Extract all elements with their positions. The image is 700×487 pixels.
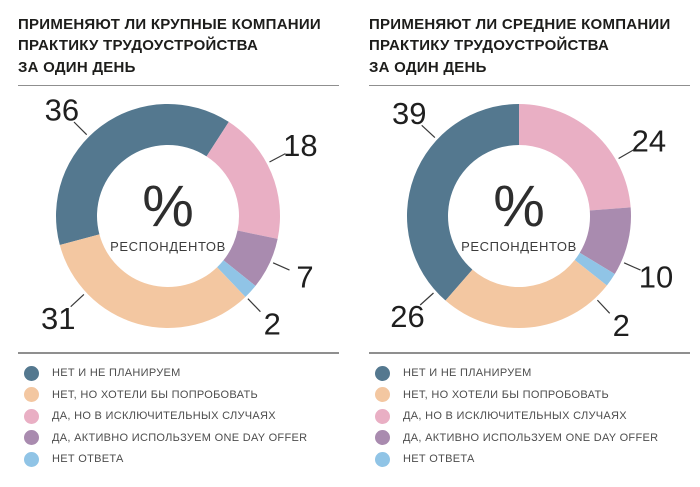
legend-dot-peach [375, 387, 390, 403]
value-label-blue: 2 [264, 307, 281, 342]
donut-chart-large: 36 31 18 7 2 % РЕСПОНДЕНТОВ [18, 86, 339, 352]
legend-item: НЕТ И НЕ ПЛАНИРУЕМ [24, 365, 339, 381]
donut-svg-large: 36 31 18 72 [41, 93, 318, 342]
chart-panel-medium-companies: ПРИМЕНЯЮТ ЛИ СРЕДНИЕ КОМПАНИИ ПРАКТИКУ Т… [369, 12, 690, 487]
legend-item: ДА, НО В ИСКЛЮЧИТЕЛЬНЫХ СЛУЧАЯХ [375, 408, 690, 424]
value-label-pink: 24 [632, 124, 666, 159]
legend-label: НЕТ, НО ХОТЕЛИ БЫ ПОПРОБОВАТЬ [52, 388, 258, 401]
legend-label: ДА, НО В ИСКЛЮЧИТЕЛЬНЫХ СЛУЧАЯХ [403, 410, 627, 423]
legend-label: ДА, АКТИВНО ИСПОЛЬЗУЕМ ONE DAY OFFER [52, 431, 308, 444]
value-label-blue: 2 [613, 309, 630, 344]
legend-label: НЕТ И НЕ ПЛАНИРУЕМ [403, 367, 532, 380]
legend-item: НЕТ ОТВЕТА [24, 451, 339, 467]
chart-title-large: ПРИМЕНЯЮТ ЛИ КРУПНЫЕ КОМПАНИИ ПРАКТИКУ Т… [18, 14, 339, 78]
donut-segment-purple [223, 230, 278, 287]
donut-segment-pink [206, 122, 281, 240]
donut-svg-medium: 39 26 24 10 2 [390, 97, 673, 344]
title-divider [369, 84, 690, 87]
donut-segment-peach [445, 260, 607, 329]
legend-dot-pink [375, 408, 390, 424]
value-label-purple: 7 [296, 260, 313, 295]
label-leader-line [623, 262, 641, 272]
legend-label: ДА, АКТИВНО ИСПОЛЬЗУЕМ ONE DAY OFFER [403, 431, 659, 444]
value-label-slate: 36 [45, 93, 79, 128]
legend-medium: НЕТ И НЕ ПЛАНИРУЕМ НЕТ, НО ХОТЕЛИ БЫ ПОП… [369, 365, 690, 467]
label-leader-line [73, 121, 88, 136]
donut-chart-medium: 39 26 24 10 2 % РЕСПОНДЕНТОВ [369, 86, 690, 352]
title-line: ПРАКТИКУ ТРУДОУСТРОЙСТВА [369, 37, 610, 55]
legend-item: ДА, АКТИВНО ИСПОЛЬЗУЕМ ONE DAY OFFER [375, 430, 690, 446]
legend-item: НЕТ, НО ХОТЕЛИ БЫ ПОПРОБОВАТЬ [375, 387, 690, 403]
value-label-peach: 26 [390, 299, 424, 334]
value-label-slate: 39 [392, 97, 426, 132]
legend-item: ДА, АКТИВНО ИСПОЛЬЗУЕМ ONE DAY OFFER [24, 430, 339, 446]
donut-segment-blue [574, 253, 615, 286]
legend-dot-slate [24, 365, 39, 381]
chart-panel-large-companies: ПРИМЕНЯЮТ ЛИ КРУПНЫЕ КОМПАНИИ ПРАКТИКУ Т… [18, 12, 339, 487]
title-line: ПРАКТИКУ ТРУДОУСТРОЙСТВА [18, 37, 259, 55]
chart-divider [18, 352, 339, 354]
label-leader-line [419, 292, 434, 306]
legend-item: НЕТ, НО ХОТЕЛИ БЫ ПОПРОБОВАТЬ [24, 387, 339, 403]
label-leader-line [272, 262, 290, 272]
title-line: ЗА ОДИН ДЕНЬ [369, 58, 487, 76]
label-leader-line [269, 153, 286, 163]
legend-label: НЕТ, НО ХОТЕЛИ БЫ ПОПРОБОВАТЬ [403, 388, 609, 401]
legend-dot-slate [375, 365, 390, 381]
label-leader-line [596, 300, 611, 315]
donut-segment-blue [217, 260, 256, 298]
legend-label: НЕТ ОТВЕТА [52, 453, 124, 466]
label-leader-line [421, 125, 436, 139]
legend-label: НЕТ И НЕ ПЛАНИРУЕМ [52, 367, 181, 380]
title-line: ЗА ОДИН ДЕНЬ [18, 58, 136, 76]
legend-large: НЕТ И НЕ ПЛАНИРУЕМ НЕТ, НО ХОТЕЛИ БЫ ПОП… [18, 365, 339, 467]
chart-title-medium: ПРИМЕНЯЮТ ЛИ СРЕДНИЕ КОМПАНИИ ПРАКТИКУ Т… [369, 14, 690, 78]
legend-item: ДА, НО В ИСКЛЮЧИТЕЛЬНЫХ СЛУЧАЯХ [24, 408, 339, 424]
donut-segment-pink [519, 104, 631, 211]
legend-dot-blue [375, 451, 390, 467]
title-line: ПРИМЕНЯЮТ ЛИ СРЕДНИЕ КОМПАНИИ [369, 16, 671, 33]
chart-divider [369, 352, 690, 354]
value-label-purple: 10 [639, 260, 673, 295]
donut-segment-slate [56, 104, 229, 246]
legend-dot-pink [24, 408, 39, 424]
legend-label: ДА, НО В ИСКЛЮЧИТЕЛЬНЫХ СЛУЧАЯХ [52, 410, 276, 423]
donut-segment-peach [59, 234, 246, 329]
donut-segment-slate [406, 104, 520, 301]
value-label-peach: 31 [41, 301, 75, 336]
label-leader-line [247, 298, 261, 313]
legend-item: НЕТ И НЕ ПЛАНИРУЕМ [375, 365, 690, 381]
donut-segment-purple [579, 207, 631, 275]
legend-dot-peach [24, 387, 39, 403]
value-label-pink: 18 [283, 128, 317, 163]
label-leader-line [618, 149, 635, 160]
legend-item: НЕТ ОТВЕТА [375, 451, 690, 467]
legend-dot-purple [24, 430, 39, 446]
legend-dot-purple [375, 430, 390, 446]
legend-dot-blue [24, 451, 39, 467]
title-line: ПРИМЕНЯЮТ ЛИ КРУПНЫЕ КОМПАНИИ [18, 16, 321, 33]
legend-label: НЕТ ОТВЕТА [403, 453, 475, 466]
title-divider [18, 84, 339, 87]
label-leader-line [70, 294, 85, 308]
